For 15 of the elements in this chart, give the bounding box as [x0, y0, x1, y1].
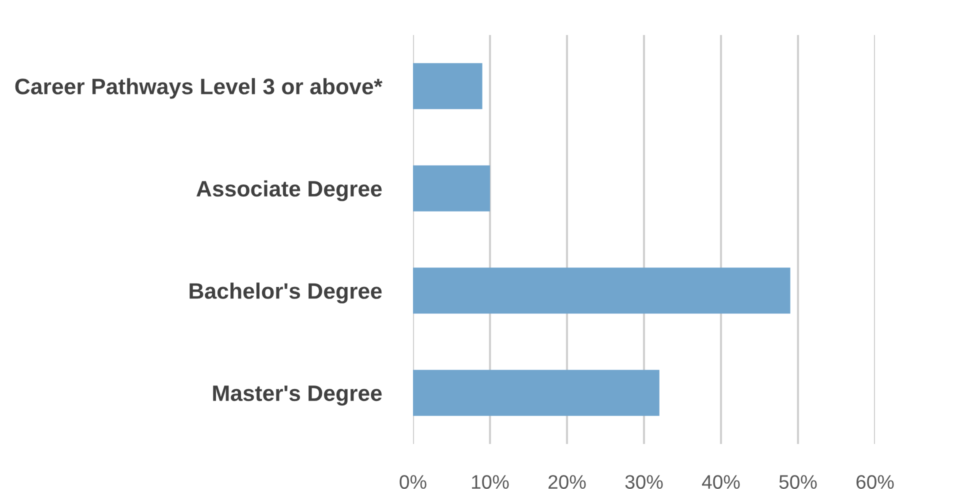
x-tick-label: 40% [702, 475, 740, 489]
y-tick-label: Bachelor's Degree [190, 282, 382, 304]
x-tick-label: 0% [400, 475, 426, 489]
bar [413, 370, 660, 416]
bar [413, 165, 490, 212]
x-tick-label: 50% [779, 475, 817, 489]
x-tick-label: 10% [472, 475, 509, 489]
bar [413, 63, 482, 110]
x-tick-label: 60% [856, 475, 894, 489]
y-tick-label: Career Pathways Level 3 or above* [15, 78, 382, 99]
x-tick-label: 20% [548, 475, 586, 489]
y-tick-label: Associate Degree [196, 180, 382, 202]
bar [413, 268, 790, 314]
x-tick-label: 30% [625, 475, 663, 489]
y-tick-label: Master's Degree [213, 386, 382, 406]
